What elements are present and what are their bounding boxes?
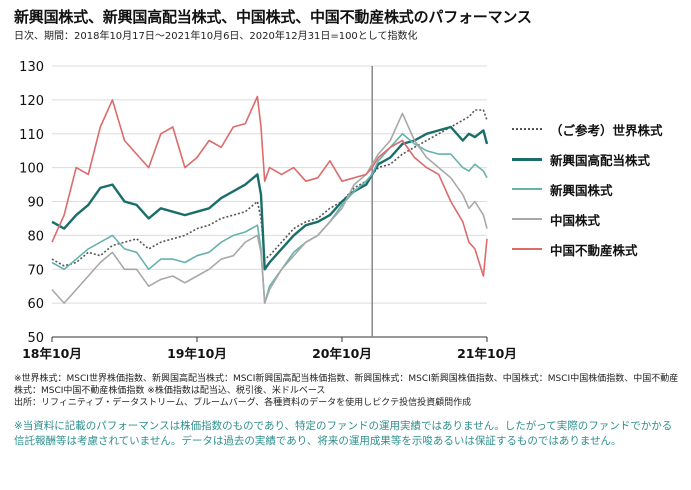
y-tick-label-50: 50 [27, 331, 44, 346]
y-tick-label-110: 110 [19, 128, 44, 143]
legend-label-3: 中国株式 [550, 212, 601, 228]
x-tick-label-0: 18年10月 [22, 346, 82, 361]
series-line-3 [51, 112, 488, 304]
source-note-indices: ※世界株式：MSCI世界株価指数、新興国高配当株式：MSCI新興国高配当株価指数… [14, 374, 679, 396]
series-line-1 [51, 125, 489, 271]
y-tick-label-80: 80 [27, 229, 44, 244]
legend-item-1: 新興国高配当株式 [512, 148, 663, 170]
y-tick-label-120: 120 [19, 94, 44, 109]
x-tick-label-3: 21年10月 [457, 346, 517, 361]
legend-swatch-3 [512, 218, 542, 220]
line-chart: 50 60 70 80 90 100 110 120 130 18年10月 19年10月 20年10月… [19, 60, 517, 361]
legend-item-3: 中国株式 [512, 208, 663, 230]
legend-label-0: （ご参考）世界株式 [550, 122, 663, 138]
x-tick-label-1: 19年10月 [167, 346, 227, 361]
legend-label-2: 新興国株式 [550, 182, 613, 198]
legend-swatch-0 [512, 128, 542, 130]
legend-item-2: 新興国株式 [512, 178, 663, 200]
series-line-4 [51, 95, 488, 277]
legend-swatch-4 [512, 248, 542, 250]
legend-label-4: 中国不動産株式 [550, 242, 638, 258]
source-note-origin: 出所：リフィニティブ・データストリーム、ブルームバーグ、各種資料のデータを使用し… [14, 398, 472, 408]
y-tick-label-100: 100 [19, 162, 44, 177]
chart-title: 新興国株式、新興国高配当株式、中国株式、中国不動産株式のパフォーマンス [14, 8, 532, 26]
chart-legend: （ご参考）世界株式 新興国高配当株式 新興国株式中国株式中国不動産株式 [512, 118, 663, 268]
y-tick-label-90: 90 [27, 196, 44, 211]
chart-subtitle: 日次、期間：2018年10月17日～2021年10月6日、2020年12月31日… [14, 31, 418, 42]
y-tick-label-70: 70 [27, 263, 44, 278]
series-line-2 [51, 133, 488, 304]
legend-swatch-2 [512, 188, 542, 190]
y-tick-label-60: 60 [27, 297, 44, 312]
y-tick-label-130: 130 [19, 60, 44, 75]
legend-item-0: （ご参考）世界株式 [512, 118, 663, 140]
legend-label-1: 新興国高配当株式 [550, 152, 651, 168]
disclaimer-text: ※当資料に記載のパフォーマンスは株価指数のものであり、特定のファンドの運用実績で… [14, 420, 673, 447]
legend-swatch-1 [512, 157, 542, 161]
x-tick-label-2: 20年10月 [312, 346, 372, 361]
legend-item-4: 中国不動産株式 [512, 238, 663, 260]
series-line-0 [51, 109, 488, 267]
